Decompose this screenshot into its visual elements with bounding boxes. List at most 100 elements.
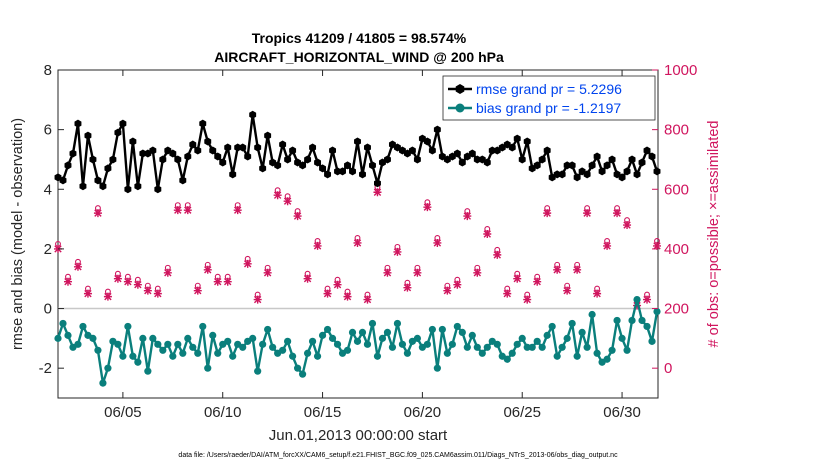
rmse-point bbox=[648, 152, 656, 161]
y-tick-label-right: 800 bbox=[664, 122, 689, 139]
bias-point bbox=[493, 340, 501, 348]
y-tick-label-right: 1000 bbox=[664, 62, 697, 79]
rmse-point bbox=[194, 146, 202, 155]
bias-point bbox=[124, 322, 132, 331]
obs-assimilated-marker bbox=[343, 292, 352, 301]
bias-point bbox=[259, 340, 267, 348]
rmse-point bbox=[89, 155, 97, 164]
bias-point bbox=[298, 370, 307, 378]
obs-assimilated-marker bbox=[243, 259, 252, 268]
bias-point bbox=[368, 319, 377, 328]
rmse-point bbox=[204, 137, 212, 146]
bias-point bbox=[438, 325, 446, 334]
bias-point bbox=[119, 352, 127, 360]
bias-point bbox=[89, 334, 97, 342]
x-axis-label: Jun.01,2013 00:00:00 start bbox=[269, 427, 448, 444]
obs-assimilated-marker bbox=[603, 241, 612, 250]
bias-point bbox=[478, 349, 486, 357]
bias-point bbox=[603, 355, 611, 363]
y-tick-label-left: 6 bbox=[44, 122, 52, 139]
obs-assimilated-marker bbox=[253, 295, 262, 304]
rmse-point bbox=[428, 146, 436, 155]
bias-point bbox=[54, 334, 62, 342]
bias-point bbox=[448, 340, 456, 348]
rmse-point bbox=[129, 137, 137, 146]
bias-point bbox=[333, 340, 342, 348]
obs-assimilated-marker bbox=[533, 277, 542, 286]
rmse-point bbox=[59, 176, 67, 185]
obs-assimilated-marker bbox=[433, 238, 442, 247]
bias-point bbox=[508, 349, 516, 357]
rmse-point bbox=[214, 152, 222, 161]
bias-point bbox=[623, 346, 631, 354]
obs-assimilated-marker bbox=[483, 230, 492, 238]
bias-point bbox=[628, 316, 636, 325]
bias-point bbox=[129, 352, 137, 360]
bias-point bbox=[99, 379, 107, 387]
rmse-layer bbox=[54, 110, 661, 194]
bias-point bbox=[433, 364, 441, 372]
rmse-point bbox=[284, 155, 292, 164]
rmse-point bbox=[628, 155, 636, 164]
bias-point bbox=[393, 319, 402, 328]
bias-point bbox=[548, 322, 556, 331]
chart-title-line1: Tropics 41209 / 41805 = 98.574% bbox=[252, 30, 467, 46]
rmse-point bbox=[458, 158, 466, 167]
obs-assimilated-marker bbox=[143, 286, 152, 295]
rmse-point bbox=[124, 185, 132, 194]
bias-point bbox=[114, 340, 122, 348]
rmse-point bbox=[304, 155, 312, 164]
rmse-point bbox=[179, 176, 187, 185]
bias-point bbox=[254, 367, 262, 375]
obs-assimilated-marker bbox=[473, 268, 482, 277]
obs-assimilated-marker bbox=[423, 203, 432, 212]
x-tick-label: 06/10 bbox=[204, 404, 242, 421]
obs-assimilated-marker bbox=[643, 295, 652, 304]
rmse-point bbox=[94, 176, 102, 185]
rmse-point bbox=[84, 131, 92, 140]
obs-assimilated-marker bbox=[593, 289, 602, 298]
bias-point bbox=[239, 343, 247, 351]
rmse-point bbox=[114, 128, 122, 137]
bias-point bbox=[199, 322, 207, 331]
bias-point bbox=[224, 337, 232, 345]
obs-assimilated-marker bbox=[263, 268, 272, 277]
bias-point bbox=[269, 343, 277, 351]
rmse-point bbox=[249, 110, 257, 119]
rmse-point bbox=[468, 149, 476, 158]
rmse-point bbox=[224, 143, 232, 152]
bias-point bbox=[653, 307, 661, 316]
rmse-point bbox=[598, 167, 606, 176]
bias-point bbox=[463, 343, 471, 351]
bias-point bbox=[568, 319, 576, 328]
rmse-point bbox=[538, 155, 546, 164]
obs-assimilated-marker bbox=[373, 188, 382, 197]
bias-point bbox=[618, 334, 626, 342]
x-tick-label: 06/30 bbox=[603, 404, 641, 421]
obs-assimilated-marker bbox=[353, 238, 362, 247]
obs-assimilated-marker bbox=[563, 286, 572, 295]
rmse-point bbox=[109, 155, 117, 164]
obs-assimilated-marker bbox=[113, 274, 122, 283]
rmse-point bbox=[254, 143, 262, 152]
obs-layer bbox=[54, 184, 662, 310]
rmse-point bbox=[229, 170, 237, 179]
rmse-point bbox=[633, 170, 641, 179]
bias-point bbox=[528, 343, 536, 351]
obs-assimilated-marker bbox=[93, 209, 102, 218]
bias-point bbox=[373, 352, 382, 360]
bias-point bbox=[638, 316, 646, 325]
obs-assimilated-marker bbox=[633, 301, 642, 310]
bias-point bbox=[59, 319, 67, 328]
rmse-point bbox=[324, 170, 332, 179]
rmse-point bbox=[79, 182, 87, 191]
y-tick-label-left: -2 bbox=[39, 360, 52, 377]
bias-point bbox=[79, 322, 87, 331]
rmse-point bbox=[508, 143, 516, 152]
obs-assimilated-marker bbox=[543, 209, 552, 218]
bias-layer bbox=[54, 296, 661, 387]
bias-point bbox=[353, 337, 362, 345]
obs-assimilated-marker bbox=[503, 289, 512, 298]
rmse-point bbox=[149, 146, 157, 155]
